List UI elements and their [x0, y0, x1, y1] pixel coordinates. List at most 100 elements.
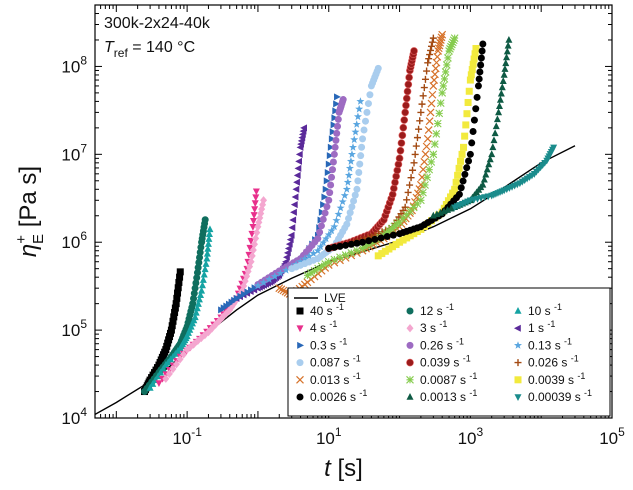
- data-point: [449, 189, 457, 197]
- data-point: [331, 143, 339, 151]
- data-point: [325, 244, 333, 252]
- data-point: [332, 216, 341, 224]
- data-point: [293, 171, 301, 179]
- data-point: [270, 272, 279, 280]
- data-point: [332, 136, 340, 144]
- data-point: [233, 294, 241, 302]
- data-point: [347, 240, 355, 248]
- data-point: [444, 197, 452, 205]
- data-point: [296, 257, 305, 266]
- data-point: [197, 291, 205, 299]
- data-point: [247, 237, 255, 245]
- data-point: [279, 286, 288, 295]
- legend-label: 0.13 s -1: [528, 336, 572, 352]
- data-point: [205, 235, 213, 242]
- data-point: [284, 244, 292, 252]
- data-point: [500, 70, 508, 78]
- data-point: [401, 203, 409, 211]
- data-point: [358, 143, 366, 151]
- data-point: [314, 235, 322, 243]
- legend-label: 12 s -1: [420, 302, 454, 318]
- x-tick-label: 101: [316, 425, 342, 448]
- data-point: [303, 271, 312, 280]
- data-point: [349, 143, 357, 151]
- data-point: [291, 193, 299, 201]
- data-point: [289, 216, 297, 224]
- data-point: [205, 230, 213, 238]
- data-point: [424, 126, 433, 134]
- data-point: [169, 317, 177, 325]
- data-point: [290, 208, 297, 216]
- data-point: [463, 110, 471, 118]
- data-point: [248, 286, 255, 294]
- data-point: [170, 313, 178, 321]
- data-point: [340, 191, 349, 199]
- legend-label: 0.087 s -1: [310, 354, 361, 370]
- data-point: [176, 273, 184, 281]
- data-point: [287, 231, 295, 239]
- data-point: [419, 188, 427, 197]
- data-point: [331, 114, 339, 122]
- title-line-2: Tref = 140 °C: [104, 39, 195, 60]
- data-point: [180, 350, 188, 359]
- data-point: [423, 173, 432, 182]
- data-point: [146, 383, 154, 391]
- data-point: [328, 166, 336, 174]
- data-point: [168, 322, 176, 330]
- data-point: [415, 125, 423, 133]
- data-point: [420, 157, 429, 166]
- data-point: [479, 180, 487, 188]
- data-point: [159, 364, 167, 372]
- data-point: [285, 240, 293, 248]
- data-point: [324, 257, 333, 266]
- data-point: [204, 239, 212, 247]
- data-point: [429, 34, 437, 42]
- y-tick-label: 108: [61, 53, 87, 76]
- data-point: [440, 75, 449, 83]
- legend-marker: [296, 359, 304, 367]
- data-point: [503, 53, 511, 61]
- data-point: [485, 160, 493, 168]
- data-point: [428, 90, 437, 99]
- data-point: [193, 304, 201, 312]
- y-tick-label: 104: [61, 405, 87, 428]
- data-point: [486, 155, 494, 163]
- data-point: [451, 185, 459, 193]
- data-point: [353, 185, 361, 193]
- y-tick-label: 106: [61, 229, 87, 252]
- data-point: [429, 150, 438, 159]
- data-point: [203, 254, 211, 262]
- legend-marker: [406, 341, 414, 349]
- data-point: [355, 104, 364, 113]
- data-point: [400, 116, 409, 124]
- data-point: [404, 188, 412, 196]
- data-point: [176, 268, 184, 276]
- data-point: [336, 253, 344, 262]
- data-point: [381, 247, 389, 255]
- data-point: [402, 210, 411, 219]
- data-point: [342, 185, 351, 193]
- data-point: [204, 244, 212, 252]
- legend-marker: [406, 358, 414, 367]
- data-point: [317, 262, 326, 271]
- data-point: [328, 173, 336, 181]
- chart-title: 300k-2x24-40k Tref = 140 °C: [104, 15, 211, 60]
- data-point: [249, 223, 257, 231]
- legend-marker: [296, 393, 304, 401]
- data-point: [324, 168, 332, 176]
- data-point: [321, 209, 329, 217]
- legend-label: 0.0026 s -1: [310, 388, 367, 404]
- data-point: [396, 238, 404, 246]
- data-point: [323, 177, 331, 185]
- data-point: [493, 115, 501, 123]
- data-point: [491, 129, 499, 137]
- data-point: [409, 203, 418, 212]
- data-point: [353, 112, 362, 121]
- data-point: [354, 177, 362, 185]
- data-point: [313, 246, 322, 255]
- data-point: [195, 295, 203, 303]
- plot-area: [95, 30, 576, 416]
- data-point: [326, 189, 334, 197]
- data-point: [329, 128, 337, 136]
- data-point: [502, 59, 510, 67]
